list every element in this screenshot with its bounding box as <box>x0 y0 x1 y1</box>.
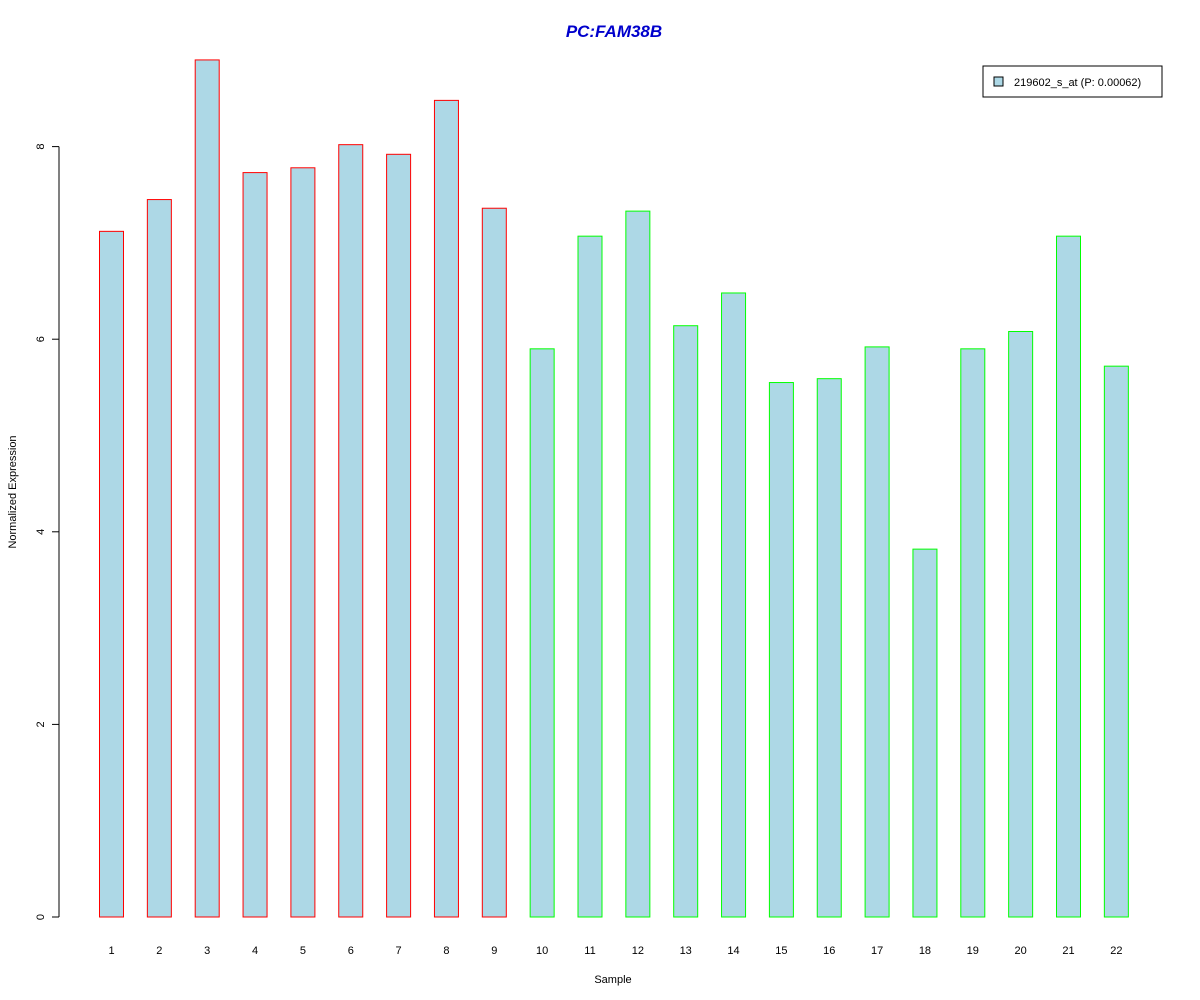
x-tick-label: 22 <box>1110 945 1122 957</box>
x-tick-label: 1 <box>108 945 114 957</box>
x-tick-label: 9 <box>491 945 497 957</box>
bar-sample-22 <box>1103 365 1129 918</box>
x-tick-labels: 1 2 3 4 5 6 7 8 9 10 11 12 13 14 15 16 17 18 19 20 21 22 <box>108 945 1122 957</box>
x-tick-label: 4 <box>252 945 258 957</box>
x-tick-label: 7 <box>396 945 402 957</box>
x-tick-label: 21 <box>1062 945 1074 957</box>
bar-sample-6 <box>338 144 364 918</box>
x-axis-label: Sample <box>594 974 631 986</box>
x-tick-label: 13 <box>680 945 692 957</box>
x-tick-label: 16 <box>823 945 835 957</box>
bar-sample-13 <box>673 325 699 918</box>
x-tick-label: 3 <box>204 945 210 957</box>
bar-sample-16 <box>816 378 842 918</box>
bar-sample-19 <box>960 348 986 918</box>
x-tick-label: 17 <box>871 945 883 957</box>
y-tick-label: 0 <box>35 914 47 920</box>
x-tick-label: 18 <box>919 945 931 957</box>
x-tick-label: 2 <box>156 945 162 957</box>
bar-sample-3 <box>194 59 220 918</box>
bar-sample-5 <box>290 167 316 918</box>
x-tick-label: 20 <box>1015 945 1027 957</box>
bar-sample-12 <box>625 210 651 918</box>
x-tick-label: 10 <box>536 945 548 957</box>
bar-sample-1 <box>99 230 124 918</box>
bar-sample-11 <box>577 235 603 918</box>
legend-entry: 219602_s_at (P: 0.00062) <box>1014 77 1141 89</box>
bar-sample-9 <box>481 207 507 918</box>
y-axis: 0 2 4 6 8 <box>35 144 60 920</box>
y-tick-label: 6 <box>35 336 47 342</box>
x-tick-label: 15 <box>775 945 787 957</box>
bar-sample-20 <box>1008 331 1034 918</box>
bar-sample-4 <box>242 172 268 918</box>
x-tick-label: 5 <box>300 945 306 957</box>
y-tick-label: 4 <box>35 529 47 535</box>
bar-sample-8 <box>433 99 459 918</box>
bar-sample-7 <box>386 153 412 918</box>
x-tick-label: 14 <box>727 945 739 957</box>
bar-sample-14 <box>721 292 747 918</box>
legend-swatch <box>993 76 1004 87</box>
bar-sample-15 <box>768 382 794 918</box>
legend-box <box>982 65 1163 98</box>
bar-sample-18 <box>912 548 938 918</box>
chart-title: PC:FAM38B <box>566 22 662 41</box>
x-tick-label: 19 <box>967 945 979 957</box>
x-tick-label: 11 <box>584 945 595 957</box>
legend: 219602_s_at (P: 0.00062) <box>982 65 1163 98</box>
bars <box>99 59 1129 918</box>
bar-sample-17 <box>864 346 890 918</box>
bar-sample-10 <box>529 348 555 918</box>
bar-sample-21 <box>1056 235 1081 918</box>
x-tick-label: 12 <box>632 945 644 957</box>
bar-sample-2 <box>146 199 172 918</box>
y-tick-label: 2 <box>35 721 47 727</box>
x-tick-label: 6 <box>348 945 354 957</box>
x-tick-label: 8 <box>443 945 449 957</box>
y-axis-label: Normalized Expression <box>7 435 19 548</box>
y-tick-label: 8 <box>35 144 47 150</box>
